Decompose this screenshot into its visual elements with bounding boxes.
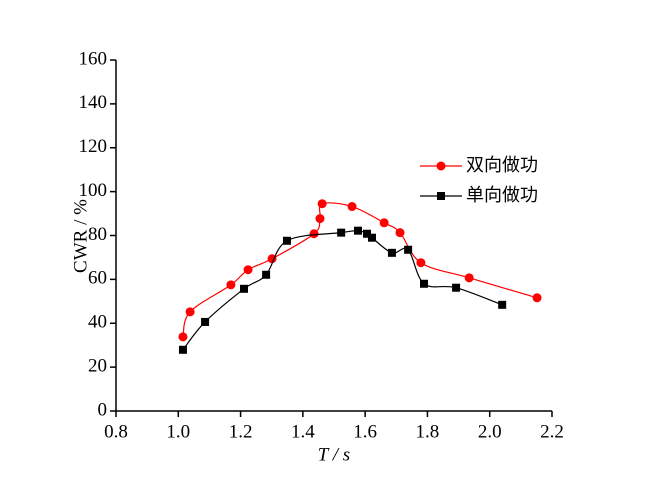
x-tick-label: 2.2: [540, 421, 564, 442]
x-tick-label: 1.4: [291, 421, 315, 442]
data-point: [315, 214, 325, 224]
y-tick-label: 0: [98, 399, 108, 420]
data-point: [363, 229, 372, 238]
data-point: [239, 284, 248, 293]
series-line: [182, 202, 538, 338]
legend-marker: [436, 161, 446, 171]
data-point: [337, 228, 346, 237]
data-point: [267, 254, 277, 264]
data-point: [185, 307, 195, 317]
y-tick-label: 140: [79, 92, 108, 113]
data-point: [367, 233, 376, 242]
data-point: [532, 293, 542, 303]
data-point: [243, 265, 253, 275]
data-point: [387, 248, 396, 257]
legend-label: 单向做功: [466, 185, 538, 206]
x-tick-label: 1.2: [229, 421, 253, 442]
data-point: [347, 202, 357, 212]
x-tick-label: 1.6: [353, 421, 377, 442]
x-axis-label: T / s: [318, 444, 350, 465]
data-point: [420, 279, 429, 288]
data-point: [379, 218, 389, 228]
data-point: [464, 273, 474, 283]
legend-label: 双向做功: [466, 155, 538, 176]
x-tick-label: 1.8: [416, 421, 440, 442]
x-tick-label: 1.0: [166, 421, 190, 442]
y-tick-label: 40: [88, 312, 107, 333]
data-point: [282, 236, 291, 245]
y-tick-label: 80: [88, 224, 107, 245]
data-point: [395, 228, 405, 238]
y-tick-label: 120: [79, 136, 108, 157]
y-tick-label: 60: [88, 268, 107, 289]
data-point: [178, 345, 187, 354]
y-tick-label: 160: [79, 48, 108, 69]
legend-marker: [437, 192, 445, 200]
data-point: [178, 332, 188, 342]
data-point: [498, 300, 507, 309]
data-point: [404, 245, 413, 254]
data-point: [262, 270, 271, 279]
y-axis-label: CWR / %: [70, 199, 91, 273]
y-tick-label: 20: [88, 355, 107, 376]
x-tick-label: 2.0: [478, 421, 502, 442]
data-point: [201, 317, 210, 326]
data-point: [317, 199, 327, 209]
data-point: [416, 258, 426, 268]
x-tick-label: 0.8: [104, 421, 128, 442]
y-tick-label: 100: [79, 180, 108, 201]
data-point: [452, 283, 461, 292]
data-point: [309, 229, 319, 239]
data-point: [353, 226, 362, 235]
data-point: [226, 280, 236, 290]
